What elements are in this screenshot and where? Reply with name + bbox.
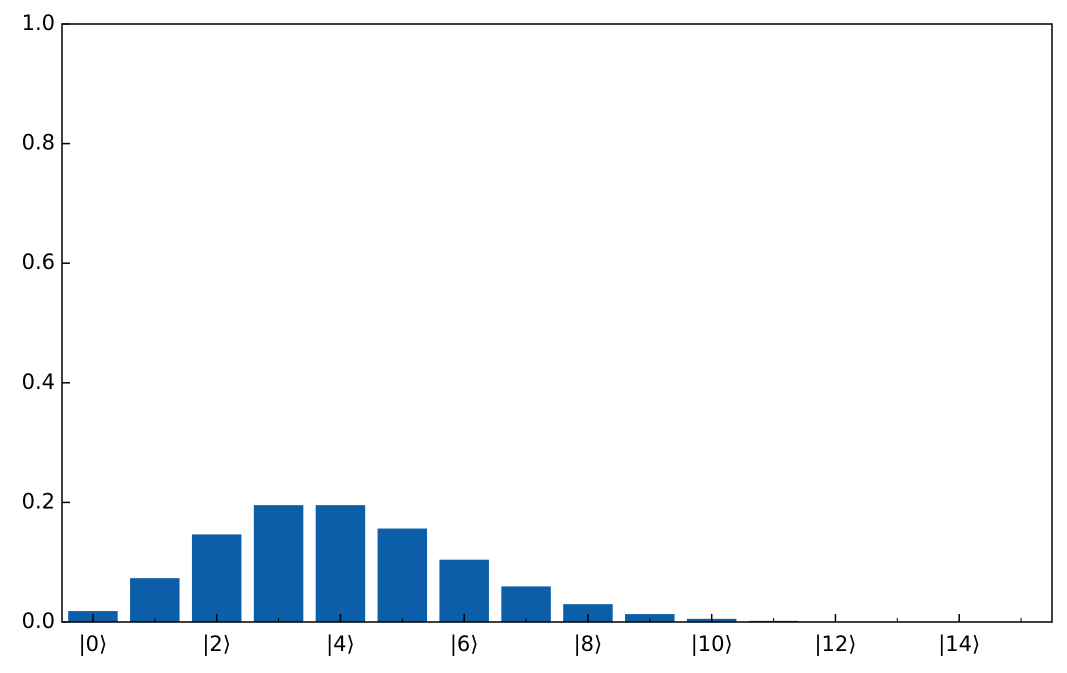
- bar: [501, 586, 551, 622]
- x-tick-label: |14⟩: [938, 632, 980, 657]
- bar: [130, 578, 180, 622]
- plot-frame: [61, 23, 1053, 623]
- x-tick-label: |2⟩: [202, 632, 231, 657]
- y-tick-label: 0.0: [22, 609, 55, 633]
- x-tick-label: |10⟩: [691, 632, 733, 657]
- y-tick-label: 0.2: [22, 489, 55, 513]
- x-tick-label: |0⟩: [79, 632, 108, 657]
- bar: [315, 505, 366, 622]
- y-tick-label: 0.6: [22, 250, 55, 274]
- x-tick-label: |12⟩: [814, 632, 856, 657]
- bar: [191, 534, 242, 622]
- bar: [439, 559, 489, 622]
- y-tick-label: 1.0: [22, 11, 55, 35]
- bar: [563, 604, 613, 622]
- x-tick-label: |4⟩: [326, 632, 355, 657]
- bar: [253, 505, 304, 622]
- bar: [377, 528, 428, 622]
- y-tick-label: 0.4: [22, 370, 55, 394]
- y-tick-label: 0.8: [22, 131, 55, 155]
- x-tick-label: |6⟩: [450, 632, 479, 657]
- x-tick-label: |8⟩: [574, 632, 603, 657]
